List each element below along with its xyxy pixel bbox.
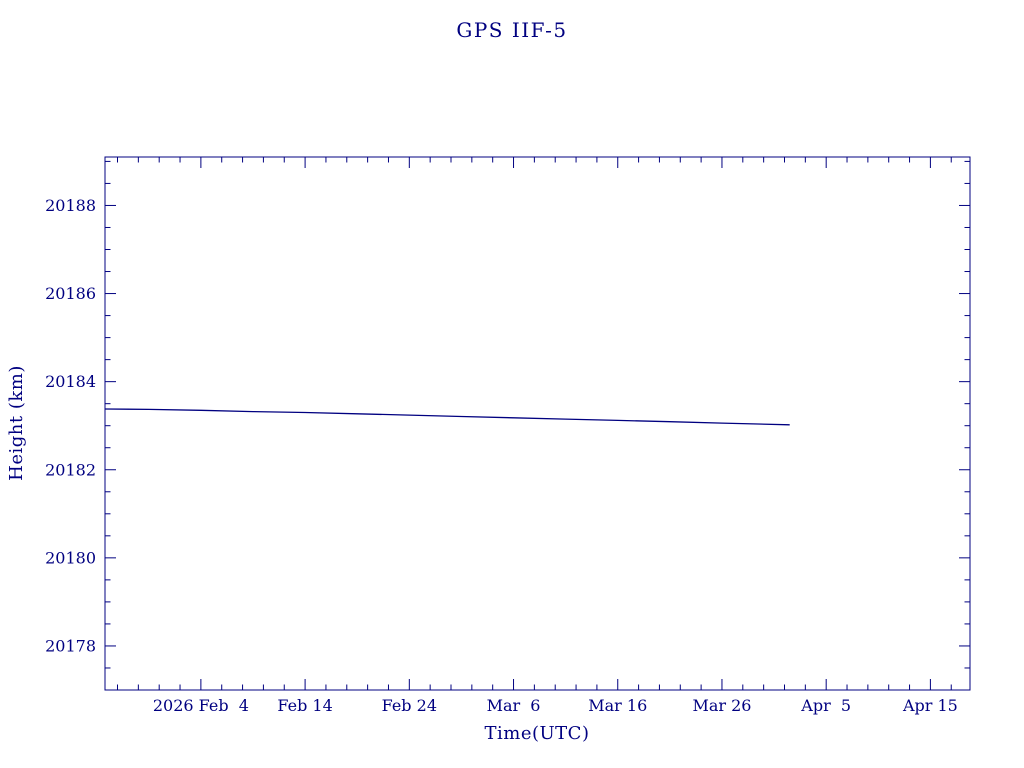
series-layer: [104, 408, 790, 426]
x-tick-label: Apr 5: [800, 696, 851, 715]
y-tick-label: 20178: [45, 636, 96, 655]
y-tick-label: 20184: [45, 372, 96, 391]
x-tick-label: Mar 6: [487, 696, 541, 715]
y-tick-label: 20182: [45, 460, 96, 479]
x-tick-label: Feb 24: [382, 696, 437, 715]
y-tick-label: 20180: [45, 548, 96, 567]
chart-title: GPS IIF-5: [456, 18, 567, 42]
x-tick-label: 2026 Feb 4: [153, 696, 249, 715]
x-axis-title: Time(UTC): [485, 723, 590, 744]
axes-layer: 20178 20180 20182 20184 20186 20188 2026 Feb 4…: [45, 156, 971, 715]
y-tick-label: 20188: [45, 196, 96, 215]
x-tick-label: Apr 15: [902, 696, 958, 715]
x-tick-label: Feb 14: [277, 696, 332, 715]
x-tick-label: Mar 16: [588, 696, 647, 715]
plot-border: [104, 156, 971, 691]
y-tick-label: 20186: [45, 284, 96, 303]
height-data-line: [104, 408, 790, 426]
x-tick-label: Mar 26: [692, 696, 751, 715]
y-axis-title: Height (km): [6, 365, 27, 481]
